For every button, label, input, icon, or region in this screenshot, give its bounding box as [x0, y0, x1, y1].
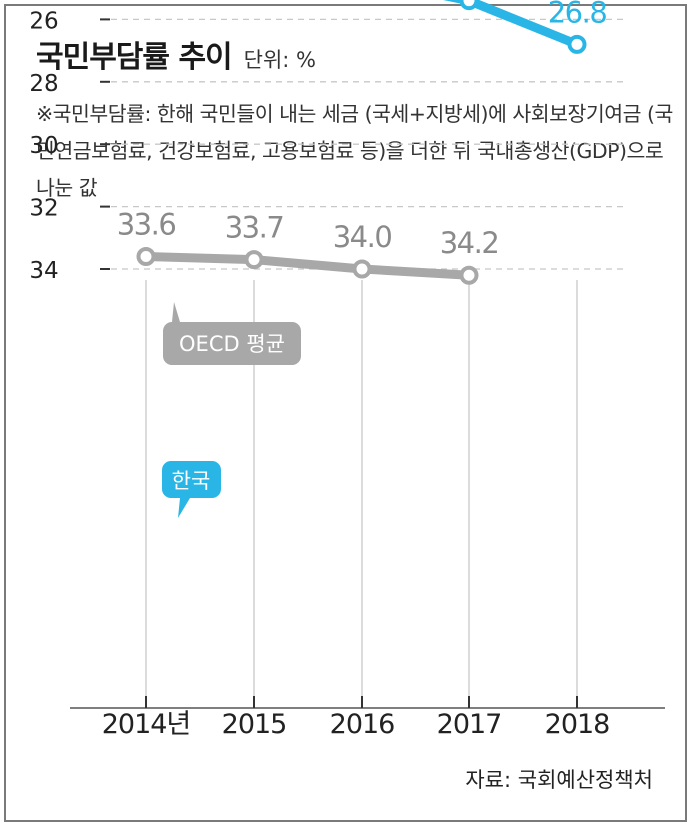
oecd-data-point [136, 247, 156, 267]
oecd-callout-shape [163, 302, 301, 365]
unit-label: 단위: % [243, 48, 317, 72]
oecd-data-label: 34.2 [440, 226, 499, 260]
x-tick-label: 2018 [545, 709, 610, 740]
definition-note: ※국민부담률: 한해 국민들이 내는 세금 (국세+지방세)에 사회보장기여금 … [36, 102, 673, 200]
oecd-legend-text: OECD 평균 [179, 332, 285, 356]
oecd-series-line [141, 252, 474, 280]
x-tick-label: 2014년 [102, 709, 191, 740]
korea-legend-callout: 한국 [162, 461, 221, 518]
oecd-data-point [244, 250, 264, 270]
y-tick-label: 26 [29, 8, 58, 34]
chart-title: 국민부담률 추이 [36, 40, 233, 75]
chart-frame: 국민부담률 추이 단위: % ※국민부담률: 한해 국민들이 내는 세금 (국세… [4, 4, 687, 822]
korea-legend-text: 한국 [172, 469, 211, 493]
x-tick-label: 2017 [437, 709, 502, 740]
oecd-data-label: 33.6 [117, 208, 176, 242]
korea-callout-shape [162, 461, 221, 518]
oecd-data-label: 33.7 [225, 211, 284, 245]
korea-series-line [443, 0, 582, 49]
x-tick-label: 2016 [330, 709, 395, 740]
korea-data-label: 26.8 [548, 0, 607, 29]
header: 국민부담률 추이 단위: % [36, 32, 316, 76]
y-tick-label: 30 [29, 133, 58, 159]
y-tick-label: 28 [29, 71, 58, 97]
y-tick-label: 32 [29, 196, 58, 222]
oecd-data-point [459, 265, 479, 285]
oecd-data-point [352, 259, 372, 279]
oecd-data-label: 34.0 [333, 220, 392, 254]
korea-data-point [459, 0, 479, 11]
korea-data-point [567, 34, 587, 54]
y-tick-label: 34 [29, 258, 58, 284]
oecd-legend-callout: OECD 평균 [163, 302, 301, 365]
source-label: 자료: 국회예산정책처 [465, 768, 653, 792]
x-tick-label: 2015 [222, 709, 287, 740]
